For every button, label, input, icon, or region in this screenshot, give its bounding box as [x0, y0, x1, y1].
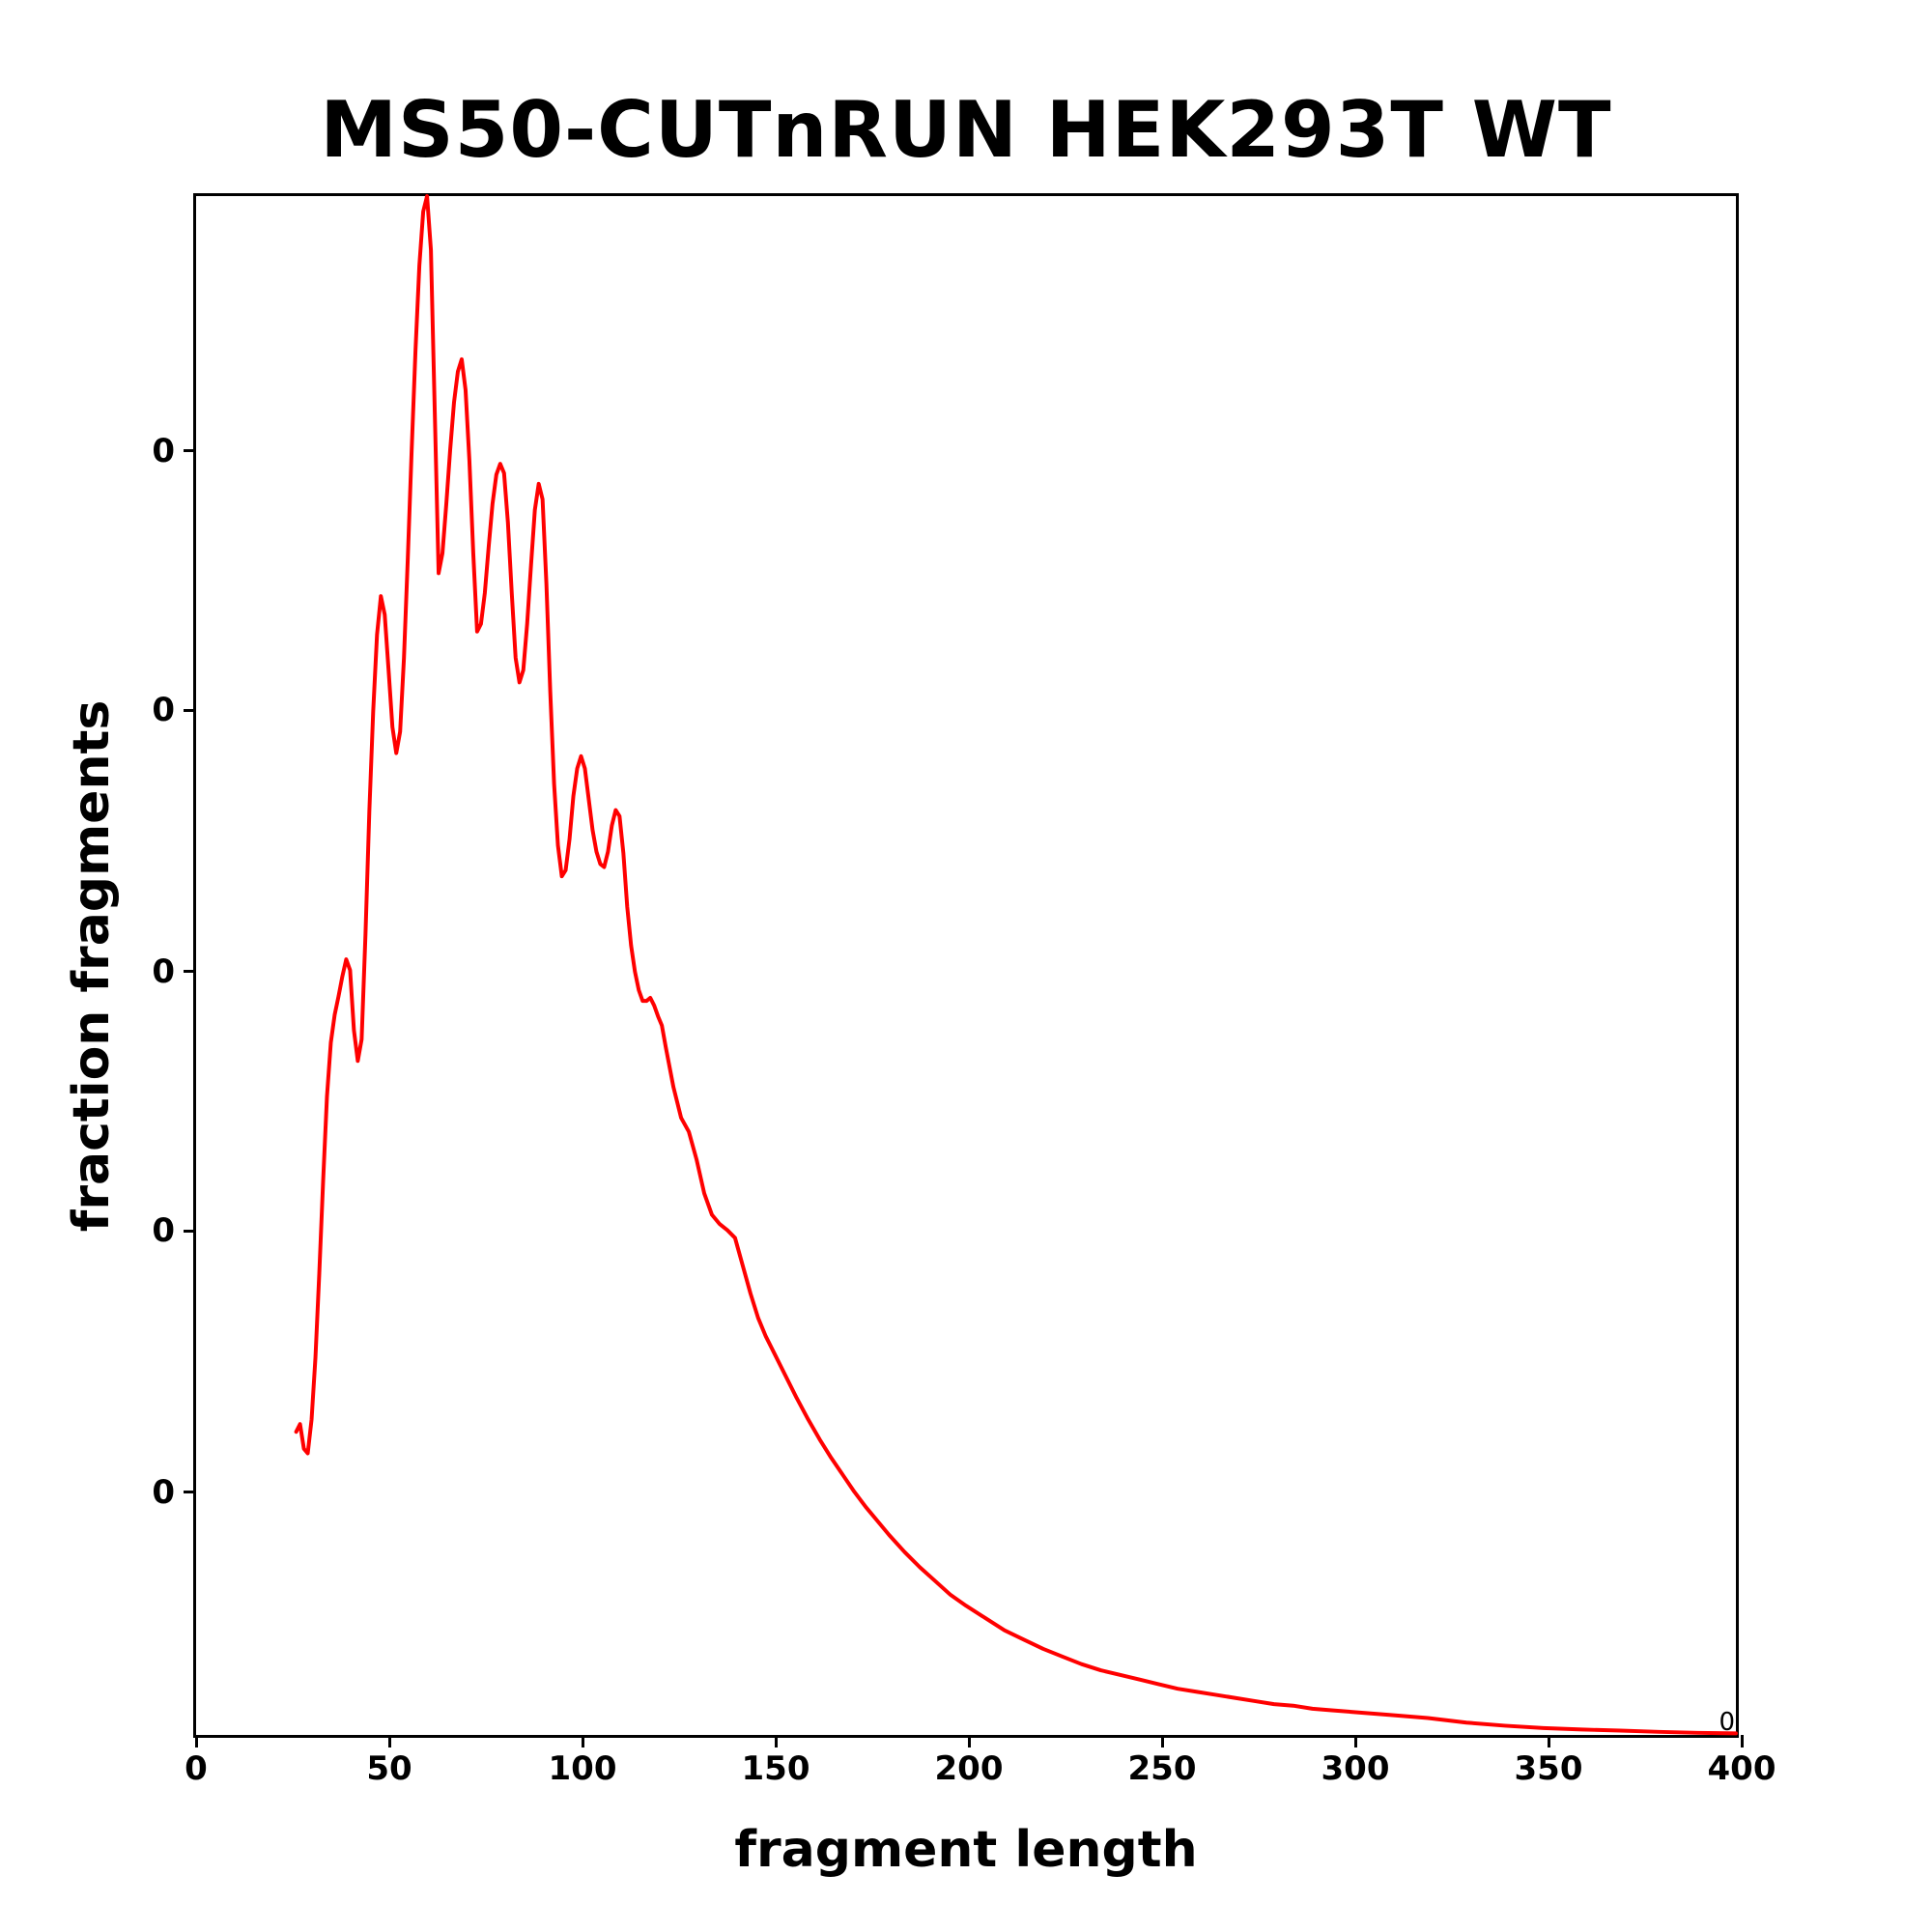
- x-tick: [1547, 1735, 1550, 1747]
- y-tick-label: 0: [152, 952, 175, 991]
- y-tick-label: 0: [152, 1211, 175, 1251]
- plot-area: 0 50 100 150 200 250 300 350 400 0 0 0 0 0 0: [152, 193, 1776, 1785]
- x-tick-label: 100: [548, 1749, 617, 1788]
- x-tick-label: 150: [741, 1749, 810, 1788]
- x-tick: [967, 1735, 971, 1747]
- distribution-line: [294, 194, 1738, 1736]
- y-tick-label: 0: [152, 1472, 175, 1512]
- x-axis-label: fragment length: [734, 1821, 1198, 1879]
- x-tick: [1353, 1735, 1357, 1747]
- y-tick: [184, 708, 196, 712]
- curve-end-label: 0: [1719, 1708, 1735, 1737]
- x-tick-label: 350: [1514, 1749, 1583, 1788]
- y-tick-label: 0: [152, 431, 175, 470]
- x-tick-label: 250: [1127, 1749, 1197, 1788]
- x-tick-label: 300: [1321, 1749, 1390, 1788]
- x-tick-label: 400: [1707, 1749, 1776, 1788]
- x-tick: [774, 1735, 778, 1747]
- x-tick: [194, 1735, 198, 1747]
- chart-title: MS50-CUTnRUN HEK293T WT: [320, 85, 1612, 175]
- y-tick: [184, 970, 196, 974]
- x-tick: [387, 1735, 391, 1747]
- x-tick-label: 50: [366, 1749, 412, 1788]
- x-tick-label: 200: [934, 1749, 1004, 1788]
- x-tick: [1740, 1735, 1744, 1747]
- y-axis-label-text: fraction fragments: [63, 699, 121, 1233]
- x-tick: [581, 1735, 584, 1747]
- x-tick: [1160, 1735, 1164, 1747]
- y-tick: [184, 1229, 196, 1233]
- y-tick: [184, 449, 196, 453]
- y-tick: [184, 1491, 196, 1494]
- y-tick-label: 0: [152, 691, 175, 730]
- plot-canvas: [294, 194, 1738, 1736]
- x-tick-label: 0: [185, 1749, 208, 1788]
